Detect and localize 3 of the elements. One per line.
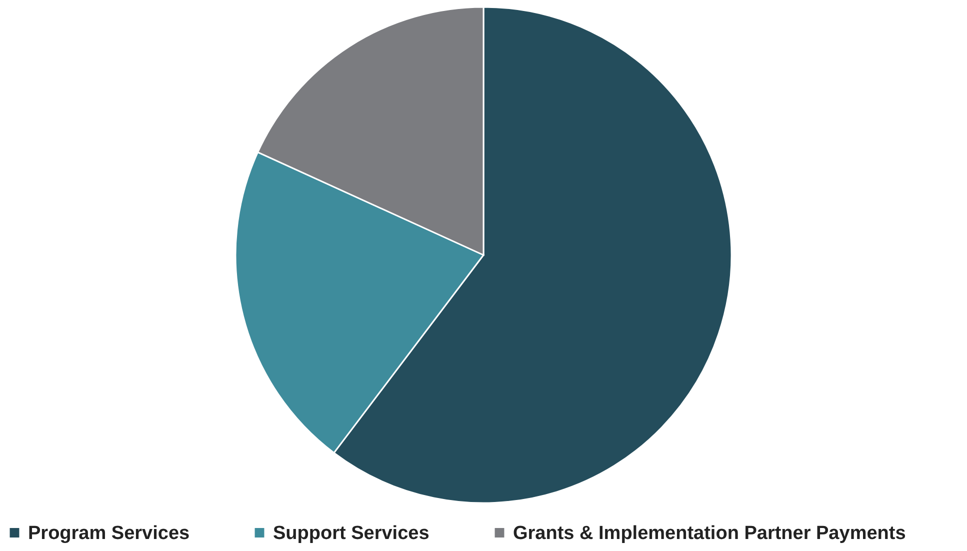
legend-label: Program Services: [28, 522, 190, 544]
legend-label: Support Services: [273, 522, 430, 544]
legend-label: Grants & Implementation Partner Payments: [513, 522, 906, 544]
